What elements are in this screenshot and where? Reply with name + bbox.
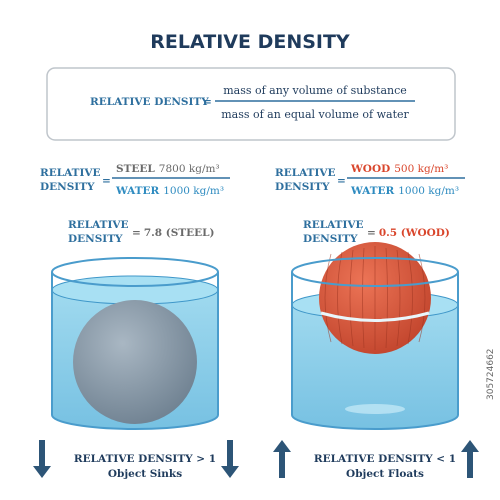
result-value: 7.8 (STEEL) bbox=[144, 227, 215, 239]
denominator: WATER 1000 kg/m³ bbox=[115, 185, 224, 197]
definition-box bbox=[46, 67, 456, 141]
arrow bbox=[273, 440, 291, 478]
glass-rim bbox=[51, 257, 219, 287]
wood-grain bbox=[337, 251, 343, 345]
result-label: DENSITY bbox=[303, 233, 358, 245]
water-line bbox=[320, 311, 430, 322]
result-label: RELATIVE bbox=[68, 219, 129, 231]
outcome: Object Sinks bbox=[108, 468, 182, 480]
arrow bbox=[33, 440, 51, 478]
material: STEEL bbox=[116, 163, 155, 175]
watermark: 305724662 bbox=[486, 348, 496, 400]
glass-rim bbox=[291, 257, 459, 287]
equals: = bbox=[132, 227, 141, 239]
wood-grain bbox=[418, 253, 426, 343]
equals: = bbox=[367, 227, 376, 239]
label: RELATIVE bbox=[275, 167, 336, 179]
arrow bbox=[461, 440, 479, 478]
label: RELATIVE bbox=[40, 167, 101, 179]
wood-grain bbox=[407, 251, 413, 345]
result-label: RELATIVE bbox=[303, 219, 364, 231]
water bbox=[292, 305, 458, 429]
wood-grain bbox=[349, 249, 354, 347]
comparison: RELATIVE DENSITY > 1 bbox=[74, 453, 216, 465]
numerator: WOOD 500 kg/m³ bbox=[350, 163, 448, 175]
definition-label: RELATIVE DENSITY bbox=[90, 96, 209, 108]
equals: = bbox=[203, 96, 212, 108]
denominator: WATER 1000 kg/m³ bbox=[350, 185, 459, 197]
arrow bbox=[221, 440, 239, 478]
numerator: mass of any volume of substance bbox=[223, 84, 407, 97]
result-value: 0.5 (WOOD) bbox=[379, 227, 450, 239]
glass bbox=[51, 272, 219, 430]
equals: = bbox=[337, 175, 346, 187]
water-surface bbox=[51, 275, 219, 305]
value: 500 kg/m³ bbox=[394, 163, 448, 175]
result: = 7.8 (STEEL) bbox=[132, 227, 214, 239]
outcome: Object Floats bbox=[346, 468, 424, 480]
denominator: mass of an equal volume of water bbox=[221, 108, 409, 121]
value: 1000 kg/m³ bbox=[163, 185, 224, 197]
label: DENSITY bbox=[275, 181, 330, 193]
steel-ball bbox=[73, 300, 197, 424]
material: WOOD bbox=[350, 163, 390, 175]
floor-ripple bbox=[345, 404, 405, 414]
value: 1000 kg/m³ bbox=[398, 185, 459, 197]
title: RELATIVE DENSITY bbox=[150, 31, 350, 53]
label: DENSITY bbox=[40, 181, 95, 193]
wood-grain bbox=[396, 249, 401, 347]
result-label: DENSITY bbox=[68, 233, 123, 245]
glass bbox=[291, 272, 459, 430]
comparison: RELATIVE DENSITY < 1 bbox=[314, 453, 456, 465]
material: WATER bbox=[115, 185, 160, 197]
wood-grain bbox=[324, 253, 332, 343]
value: 7800 kg/m³ bbox=[159, 163, 220, 175]
numerator: STEEL 7800 kg/m³ bbox=[116, 163, 220, 175]
material: WATER bbox=[350, 185, 395, 197]
result: = 0.5 (WOOD) bbox=[367, 227, 450, 239]
equals: = bbox=[102, 175, 111, 187]
